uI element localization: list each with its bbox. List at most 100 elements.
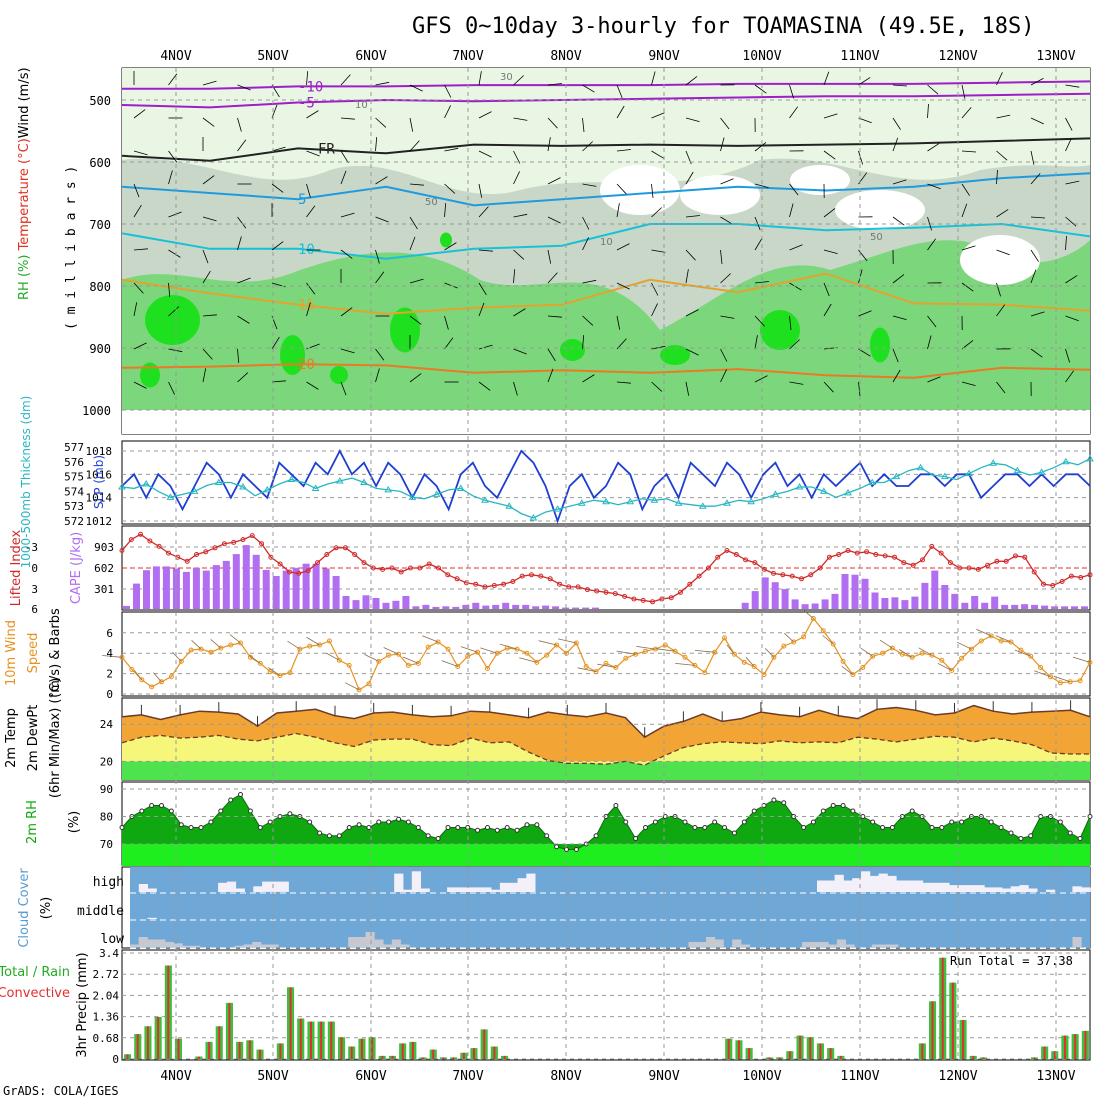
wind-barb	[858, 117, 872, 124]
precip-conv-bar	[1064, 1035, 1066, 1059]
lifted-index-marker	[1041, 581, 1046, 587]
rh-marker	[633, 836, 639, 841]
rh-marker	[771, 797, 777, 803]
surface-wind-barb	[229, 634, 241, 644]
wind-barb	[306, 381, 319, 390]
cloud-cell-high	[491, 889, 501, 892]
bottom-day-label: 9NOV	[648, 1069, 679, 1084]
wind-speed-marker	[731, 651, 737, 657]
cloud-cell-low	[1072, 937, 1082, 947]
rh-marker	[514, 827, 520, 833]
wind-barb	[409, 117, 414, 132]
wind-speed-marker	[643, 648, 648, 654]
lifted-index-marker	[128, 537, 134, 543]
lifted-index-marker	[603, 589, 609, 595]
cape-bar	[362, 595, 370, 609]
cape-bar	[212, 565, 220, 609]
wind-barb	[375, 348, 385, 361]
wind-speed-marker	[514, 646, 520, 652]
cloud-cell-high	[869, 875, 879, 892]
rh-base-fill	[122, 844, 1090, 866]
thickness-line	[121, 458, 1091, 519]
thickness-marker	[481, 496, 489, 503]
precip-panel-frame	[121, 949, 1091, 1061]
wind-speed-marker	[475, 649, 481, 655]
lifted-index-marker	[1059, 579, 1065, 584]
lifted-index-marker	[631, 596, 637, 602]
wind-barb	[927, 103, 929, 119]
cloud-cell-high	[526, 873, 536, 892]
cape-bar	[741, 602, 749, 609]
below-surface-area	[122, 410, 1090, 434]
precip-conv-bar	[483, 1029, 486, 1059]
precip-conv-bar	[819, 1043, 822, 1059]
cloud-cell-high	[852, 878, 862, 892]
wind-barb	[306, 183, 311, 198]
lifted-index-marker	[203, 549, 209, 555]
wind-barb	[375, 176, 388, 185]
rh-marker	[287, 811, 293, 817]
slp-line	[121, 449, 1091, 524]
lifted-index-marker	[892, 554, 897, 560]
wind-barb	[547, 137, 551, 152]
rh-marker	[544, 833, 550, 839]
thickness-marker	[844, 488, 852, 496]
wind-barb	[685, 269, 689, 284]
surface-wind-barb	[1014, 649, 1031, 657]
rh-marker	[485, 825, 490, 830]
cape-bar	[412, 606, 420, 609]
rh-contour-label: 30	[500, 72, 513, 83]
cape-bar	[262, 569, 270, 609]
surface-wind-barb	[655, 648, 676, 652]
top-day-label: 13NOV	[1036, 49, 1075, 64]
precip-conv-bar	[452, 1057, 455, 1059]
wind-barb	[478, 150, 492, 158]
cape-bar	[801, 604, 809, 609]
lifted-tick-label: 3	[31, 583, 38, 596]
rh-high-blob	[660, 345, 690, 365]
wind-barb	[375, 271, 385, 284]
wind-barb	[685, 348, 699, 356]
cape-bar	[242, 545, 250, 609]
lifted-index-line	[121, 533, 1091, 603]
axes-layer: 50060070080090010004NOV4NOV5NOV5NOV6NOV6…	[0, 49, 1076, 1084]
wind-speed-marker	[801, 634, 807, 640]
cape-bar	[442, 606, 450, 609]
wind-barb	[582, 183, 597, 187]
surface-wind-barb	[976, 628, 992, 637]
cape-bar	[971, 596, 979, 609]
wind-barb	[168, 306, 180, 317]
cloud-cell-high	[482, 887, 492, 892]
precip-conv-bar	[1074, 1034, 1077, 1059]
lifted-index-marker	[817, 565, 823, 571]
wind-speed-marker	[524, 650, 530, 656]
rh-dry-patch	[680, 175, 760, 215]
surface-wind-barb	[879, 639, 893, 649]
thickness-marker	[553, 505, 562, 512]
lifted-index-marker	[426, 561, 432, 567]
cloud-cell-high	[218, 882, 228, 892]
cape-bar	[292, 567, 300, 609]
wind-barb	[754, 183, 769, 188]
precip-conv-bar	[330, 1021, 333, 1059]
cloud-cell-high	[394, 873, 404, 892]
wind-barb	[478, 71, 482, 86]
wind-barb	[1030, 150, 1035, 165]
slp-tick-label: 1012	[86, 515, 113, 528]
rh-high-blob	[140, 362, 160, 388]
lifted-index-marker	[826, 554, 832, 560]
rh-marker	[415, 825, 421, 830]
lifted-index-marker	[584, 587, 590, 593]
wind-barb	[133, 109, 146, 119]
precip-conv-bar	[360, 1038, 363, 1059]
thickness-marker	[940, 472, 949, 480]
lifted-index-marker	[389, 565, 395, 571]
wind-barb	[1030, 173, 1041, 185]
lifted-index-marker	[184, 558, 190, 564]
rh-marker	[712, 819, 718, 825]
rh-marker	[1077, 836, 1083, 841]
rh-fill	[122, 794, 1090, 850]
cape-bar	[402, 596, 410, 609]
lifted-index-marker	[221, 541, 227, 547]
thickness-marker	[1037, 468, 1046, 475]
